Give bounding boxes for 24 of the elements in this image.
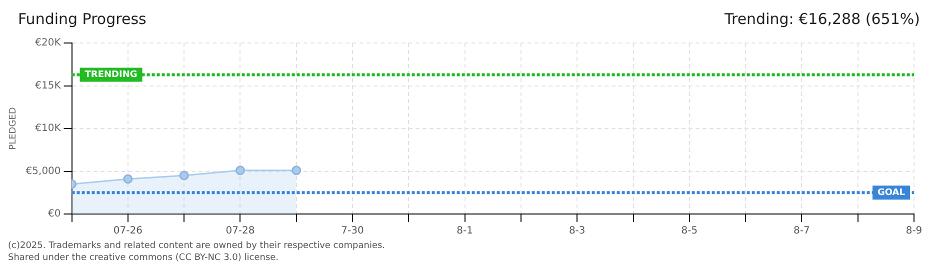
point (235, 166, 245, 176)
y-tick-label: €10K (35, 123, 62, 134)
x-tick-label: 07-26 (113, 226, 142, 237)
point (179, 170, 189, 180)
ref-line-label: TRENDING (84, 70, 138, 80)
x-tick-label: 07-28 (226, 226, 255, 237)
x-tick-label: 8-5 (681, 226, 698, 237)
y-tick-label: €0 (48, 208, 61, 220)
chart-subtitle: Trending: €16,288 (651%) (724, 10, 920, 30)
ref-line-label: GOAL (878, 188, 906, 198)
y-axis-title: PLEDGED (8, 107, 19, 150)
x-tick-label: 8-7 (794, 226, 810, 237)
chart-title: Funding Progress (18, 10, 146, 30)
x-tick-label: 8-1 (456, 226, 473, 237)
text: (c)2025. Trademarks and related content are owned by their respective companies. (8, 240, 386, 252)
point (123, 174, 133, 184)
text: Shared under the creative commons (CC BY-NC 3.0) license. (8, 252, 280, 264)
x-tick-label: 8-9 (906, 226, 922, 237)
y-tick-label: €15K (35, 80, 62, 92)
x-tick-label: 8-3 (568, 226, 586, 237)
y-tick-label: €20K (35, 38, 62, 49)
point (292, 166, 302, 176)
x-tick-label: 7-30 (341, 226, 364, 237)
y-tick-label: €5,000 (26, 166, 61, 177)
